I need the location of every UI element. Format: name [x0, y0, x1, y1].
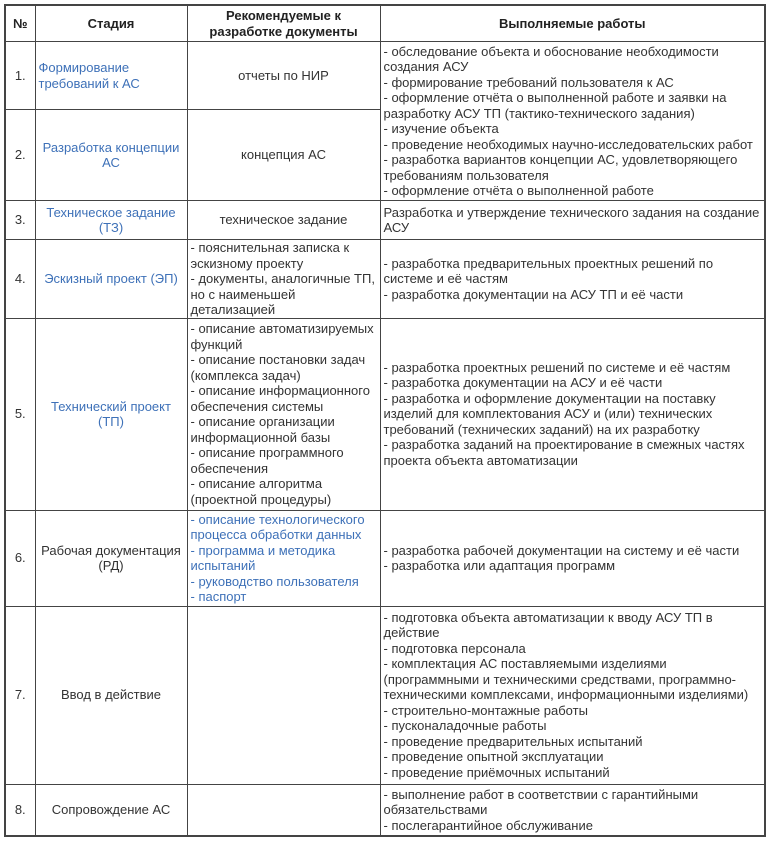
stage-cell: Формирование требований к АС [34, 41, 188, 110]
row-num: 5. [4, 317, 36, 511]
col-header-num: № [4, 4, 36, 42]
docs-cell: - описание автоматизируемых функций - оп… [186, 317, 381, 511]
works-cell: - подготовка объекта автоматизации к вво… [379, 605, 766, 785]
header-row: № Стадия Рекомендуемые к разработке доку… [4, 4, 766, 42]
doc-link[interactable]: - описание технологического процесса обр… [190, 511, 365, 543]
stage-cell: Разработка концепции АС [34, 109, 188, 201]
row-num: 7. [4, 605, 36, 785]
docs-cell: техническое задание [186, 200, 381, 240]
stage-link[interactable]: Разработка концепции АС [42, 139, 180, 171]
stage-cell: Сопровождение АС [34, 783, 188, 837]
row-num: 3. [4, 200, 36, 240]
works-cell: - разработка предварительных проектных р… [379, 239, 766, 319]
stage-cell: Рабочая документация (РД) [34, 509, 188, 607]
table-row-2: 2. Разработка концепции АС концепция АС [4, 109, 765, 201]
col-header-works: Выполняемые работы [379, 4, 766, 42]
table-row-6: 6. Рабочая документация (РД) - описание … [4, 509, 766, 607]
row-num: 2. [4, 109, 36, 201]
works-cell: - выполнение работ в соответствии с гара… [379, 783, 766, 837]
stage-link[interactable]: Формирование требований к АС [38, 60, 140, 91]
stage-link[interactable]: Эскизный проект (ЭП) [44, 271, 178, 286]
stage-cell: Технический проект (ТП) [34, 317, 188, 511]
stage-cell: Ввод в действие [34, 605, 188, 785]
table-row-8: 8. Сопровождение АС - выполнение работ в… [4, 783, 766, 837]
row-num: 1. [4, 41, 36, 110]
stage-link[interactable]: Технический проект (ТП) [51, 398, 171, 430]
doc-link[interactable]: - руководство пользователя [190, 573, 359, 589]
col-header-stage: Стадия [34, 4, 188, 42]
table-row-5: 5. Технический проект (ТП) - описание ав… [4, 317, 766, 511]
table-row-4: 4. Эскизный проект (ЭП) - пояснительная … [4, 239, 766, 319]
stage-cell: Эскизный проект (ЭП) [34, 239, 188, 319]
docs-cell [186, 783, 381, 837]
col-header-docs: Рекомендуемые к разработке документы [186, 4, 381, 42]
stages-table: № Стадия Рекомендуемые к разработке доку… [4, 4, 766, 837]
docs-cell: - пояснительная записка к эскизному прое… [186, 239, 381, 319]
docs-cell: - описание технологического процесса обр… [186, 509, 381, 607]
table-row-1: 1. Формирование требований к АС отчеты п… [4, 41, 766, 201]
works-cell: - разработка рабочей документации на сис… [379, 509, 766, 607]
stage-cell: Техническое задание (ТЗ) [34, 200, 188, 240]
doc-link[interactable]: - программа и методика испытаний [190, 542, 336, 574]
works-cell-merged: - обследование объекта и обоснование нео… [379, 41, 766, 201]
stage-link[interactable]: Техническое задание (ТЗ) [46, 204, 176, 236]
works-cell: - разработка проектных решений по систем… [379, 317, 766, 511]
docs-cell: отчеты по НИР [186, 41, 381, 110]
row-num: 8. [4, 783, 36, 837]
row-num: 6. [4, 509, 36, 607]
row-num: 4. [4, 239, 36, 319]
doc-link[interactable]: - паспорт [190, 589, 247, 604]
works-cell: Разработка и утверждение технического за… [379, 200, 766, 240]
table-row-7: 7. Ввод в действие - подготовка объекта … [4, 605, 766, 785]
docs-cell: концепция АС [186, 109, 381, 201]
docs-cell [186, 605, 381, 785]
table-row-3: 3. Техническое задание (ТЗ) техническое … [4, 200, 766, 240]
